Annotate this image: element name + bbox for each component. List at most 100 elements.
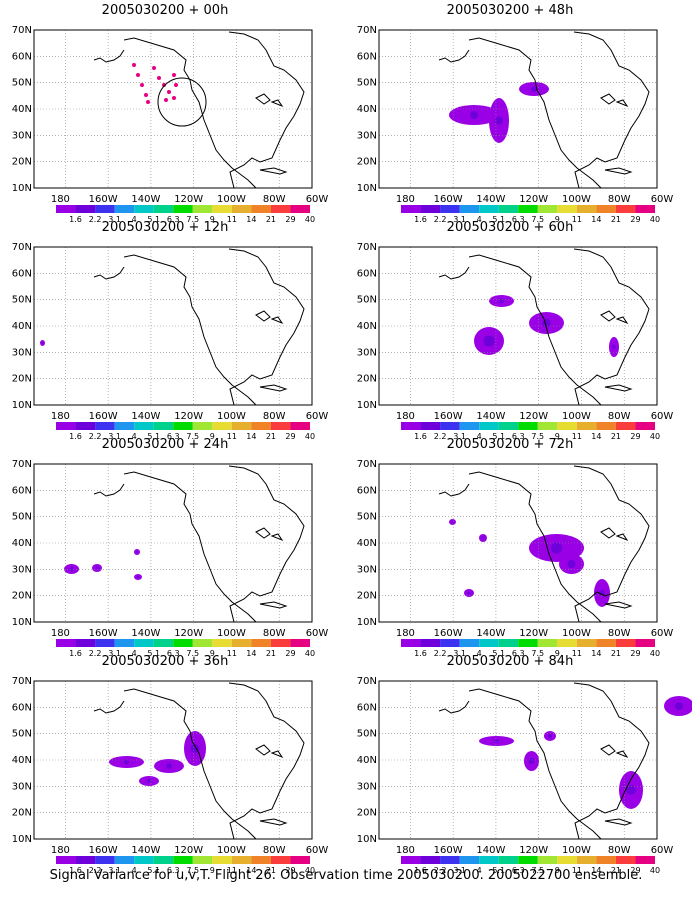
colorbar-swatch — [537, 639, 558, 647]
lat-tick-label: 20N — [12, 808, 32, 819]
variance-core — [567, 560, 576, 568]
variance-core — [467, 591, 471, 595]
colorbar-label: 2.2 — [434, 215, 447, 224]
colorbar-swatch — [56, 205, 76, 213]
colorbar-label: 9 — [555, 432, 560, 441]
colorbar-swatch — [479, 639, 499, 647]
lat-tick-label: 40N — [12, 321, 32, 332]
colorbar-swatch — [231, 205, 252, 213]
colorbar-label: 9 — [555, 215, 560, 224]
variance-core — [612, 345, 616, 349]
map-frame — [33, 463, 313, 623]
colorbar-label: 4 — [477, 649, 482, 658]
colorbar-swatch — [440, 856, 460, 864]
lon-tick-label: 100W — [562, 628, 591, 639]
caribbean-islands — [259, 818, 288, 826]
colorbar-swatch — [635, 639, 655, 647]
great-lakes — [600, 93, 629, 108]
map-frame — [33, 246, 313, 406]
variance-core — [147, 779, 151, 783]
colorbar-label: 29 — [630, 215, 640, 224]
variance-core — [95, 566, 99, 570]
variance-core — [548, 734, 552, 738]
map-canvas: 70N 60N 50N 40N 30N 20N 10N 180 160W 140W 120W 100W… — [357, 25, 674, 224]
lat-tick-label: 70N — [12, 25, 32, 36]
panel-title: 2005030200 + 24h — [101, 437, 229, 452]
lat-tick-label: 70N — [357, 25, 377, 36]
colorbar-swatch — [290, 856, 310, 864]
lon-tick-label: 160W — [434, 628, 463, 639]
lon-tick-label: 140W — [131, 628, 160, 639]
lat-tick-label: 30N — [12, 347, 32, 358]
lat-tick-label: 40N — [12, 755, 32, 766]
colorbar-swatch — [596, 205, 616, 213]
colorbar-swatch — [56, 639, 76, 647]
variance-core — [470, 111, 478, 119]
colorbar-swatch — [251, 422, 271, 430]
variance-core — [550, 542, 563, 554]
caribbean-islands — [259, 601, 288, 609]
map-canvas: 70N 60N 50N 40N 30N 20N 10N 180 160W 140W 120W 100W… — [12, 676, 329, 875]
colorbar-swatch — [290, 205, 310, 213]
map-canvas: 70N 60N 50N 40N 30N 20N 10N 180 160W 140W 120W 100W… — [357, 242, 674, 441]
lat-tick-label: 60N — [357, 485, 377, 496]
panel-title: 2005030200 + 60h — [446, 220, 574, 235]
colorbar-swatch — [557, 205, 577, 213]
lon-tick-label: 140W — [131, 845, 160, 856]
colorbar-label: 5.1 — [492, 215, 505, 224]
lon-tick-label: 120W — [174, 411, 203, 422]
colorbar-label: 5.1 — [147, 432, 160, 441]
colorbar-swatch — [401, 639, 421, 647]
colorbar-swatch — [114, 639, 135, 647]
colorbar-label: 11 — [227, 649, 237, 658]
colorbar-label: 14 — [591, 432, 601, 441]
variance-core — [483, 335, 495, 347]
great-lakes — [255, 744, 284, 759]
colorbar-swatch — [56, 856, 76, 864]
colorbar-swatch — [134, 422, 154, 430]
colorbar-label: 29 — [630, 866, 640, 875]
colorbar-label: 3.1 — [108, 215, 121, 224]
colorbar-swatch — [270, 422, 291, 430]
lat-tick-label: 60N — [357, 51, 377, 62]
colorbar-swatch — [635, 205, 655, 213]
lon-tick-label: 180 — [396, 194, 415, 205]
colorbar-label: 6.3 — [512, 432, 525, 441]
plot-area — [33, 680, 313, 840]
colorbar-label: 6.3 — [167, 649, 180, 658]
lat-tick-label: 40N — [12, 538, 32, 549]
lon-tick-label: 160W — [89, 411, 118, 422]
colorbar-label: 14 — [591, 649, 601, 658]
colorbar-label: 40 — [650, 866, 660, 875]
colorbar-label: 2.2 — [89, 432, 102, 441]
lon-tick-label: 120W — [519, 411, 548, 422]
colorbar-label: 4 — [477, 866, 482, 875]
colorbar-label: 14 — [591, 215, 601, 224]
map-canvas: 70N 60N 50N 40N 30N 20N 10N 180 160W 140W 120W 100W… — [12, 459, 329, 658]
colorbar-swatch — [134, 205, 154, 213]
variance-core — [495, 116, 503, 125]
colorbar-swatch — [192, 856, 213, 864]
colorbar-swatch — [440, 422, 460, 430]
colorbar-label: 7.5 — [186, 432, 199, 441]
lat-tick-label: 10N — [12, 834, 32, 845]
variance-core — [499, 298, 504, 304]
observation-dot — [167, 90, 171, 94]
coastline — [438, 31, 650, 189]
caribbean-islands — [604, 167, 633, 175]
colorbar-swatch — [95, 205, 115, 213]
colorbar-label: 21 — [266, 649, 276, 658]
lon-tick-label: 120W — [519, 194, 548, 205]
colorbar-swatch — [518, 422, 538, 430]
lat-tick-label: 20N — [12, 157, 32, 168]
great-lakes — [255, 527, 284, 542]
lat-tick-label: 50N — [12, 729, 32, 740]
colorbar-swatch — [557, 422, 577, 430]
panel-title: 2005030200 + 12h — [101, 220, 229, 235]
lat-tick-label: 50N — [357, 78, 377, 89]
colorbar-swatch — [270, 639, 291, 647]
lat-tick-label: 10N — [357, 834, 377, 845]
colorbar-label: 2.2 — [89, 866, 102, 875]
observation-dot — [174, 83, 178, 87]
colorbar-label: 6.3 — [512, 215, 525, 224]
